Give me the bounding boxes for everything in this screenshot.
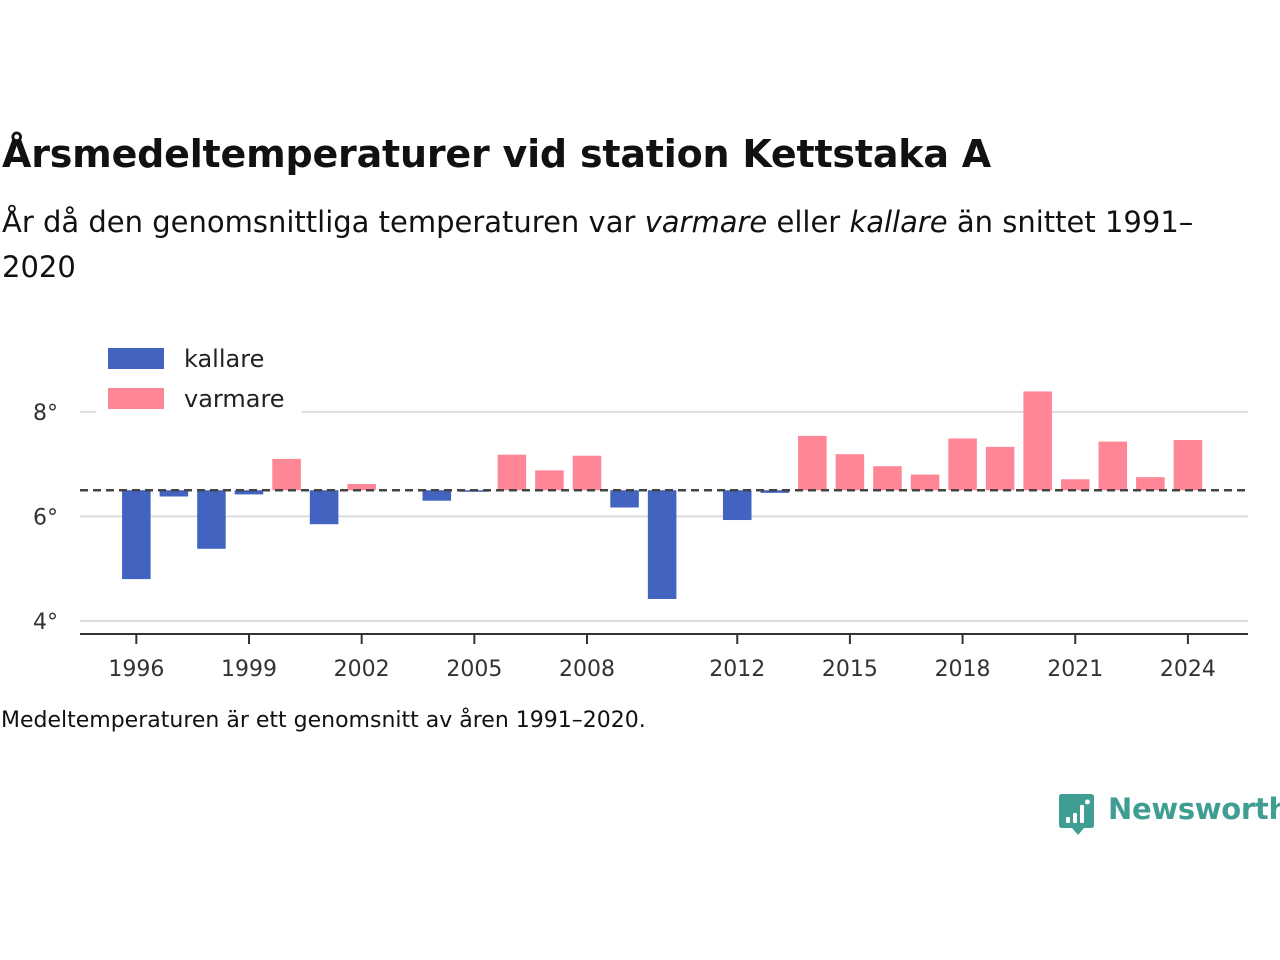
bar-1997: [159, 490, 189, 497]
x-tick-label: 2024: [1160, 657, 1216, 682]
subtitle-part-1: År då den genomsnittliga temperaturen va…: [2, 205, 645, 239]
x-tick-label: 2008: [559, 657, 615, 682]
bar-2008: [572, 455, 602, 491]
bar-2004: [422, 490, 452, 501]
bar-2020: [1023, 391, 1052, 491]
axes: 4° 6° 8° 1996 1999 2002 2005 2008 2012 2015 2018 20…: [33, 401, 1248, 682]
x-tick-label: 1999: [221, 657, 277, 682]
bar-2021: [1060, 479, 1090, 491]
x-tick-label: 2002: [334, 657, 390, 682]
x-tick-label: 2015: [822, 657, 878, 682]
bar-1999: [234, 490, 264, 495]
chart-subtitle: År då den genomsnittliga temperaturen va…: [2, 200, 1242, 290]
bar-2023: [1136, 477, 1165, 491]
legend-label-kallare: kallare: [184, 345, 264, 373]
brand-name: Newsworthy: [1108, 792, 1280, 826]
newsworthy-logo-icon: [1059, 794, 1094, 835]
y-tick-label: 4°: [33, 610, 58, 635]
bar-2013: [760, 490, 790, 493]
chart-title: Årsmedeltemperaturer vid station Kettsta…: [2, 132, 992, 176]
bar-2006: [497, 454, 527, 491]
x-tick-label: 1996: [108, 657, 164, 682]
bar-2009: [610, 490, 639, 508]
subtitle-cold-word: kallare: [849, 205, 948, 239]
bar-1998: [197, 490, 226, 549]
bar-2012: [722, 490, 752, 521]
subtitle-part-3: än snittet 1991–2020: [2, 205, 1194, 284]
bar-2024: [1173, 440, 1203, 491]
legend: kallare varmare: [96, 336, 302, 414]
bar-1996: [122, 490, 151, 580]
bar-2018: [948, 438, 977, 491]
brand-logo[interactable]: Newsworthy: [1058, 790, 1280, 840]
bar-2000: [272, 458, 301, 491]
bar-2017: [910, 474, 940, 491]
bar-2019: [985, 446, 1015, 491]
legend-swatch-kallare: [108, 348, 164, 369]
temperature-bar-chart: 4° 6° 8° 1996 1999 2002 2005 2008 2012 2015 2018 20…: [33, 336, 1248, 682]
bar-2016: [873, 466, 902, 491]
bars: [122, 391, 1203, 599]
x-tick-label: 2021: [1047, 657, 1103, 682]
subtitle-part-2: eller: [767, 205, 850, 239]
x-tick-label: 2012: [709, 657, 765, 682]
bar-2001: [309, 490, 339, 525]
bar-2010: [647, 490, 677, 599]
y-tick-label: 6°: [33, 505, 58, 530]
bar-2022: [1098, 441, 1128, 491]
bar-2007: [535, 470, 564, 491]
y-tick-label: 8°: [33, 401, 58, 426]
footnote: Medeltemperaturen är ett genomsnitt av å…: [1, 708, 646, 733]
legend-label-varmare: varmare: [184, 385, 285, 413]
bar-2002: [347, 483, 376, 491]
bar-2014: [798, 435, 827, 491]
x-tick-label: 2005: [446, 657, 502, 682]
legend-swatch-varmare: [108, 388, 164, 409]
bar-2015: [835, 454, 865, 491]
subtitle-warm-word: varmare: [644, 205, 768, 239]
x-tick-label: 2018: [935, 657, 991, 682]
